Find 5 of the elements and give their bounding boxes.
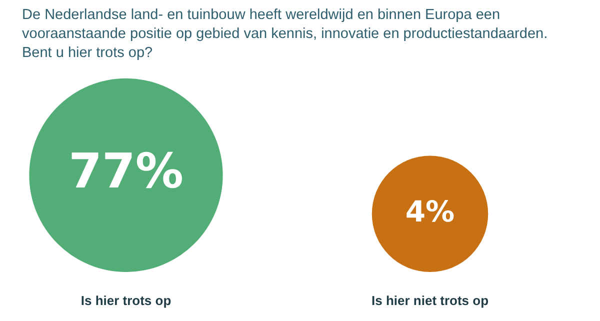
text: De Nederlandse land- en tuinbouw heeft wereldwijd en binnen Europa een vooraanstaande positie op gebied van kennis, innovatie en productiestandaarden. Bent u hier trots op?	[22, 6, 549, 63]
category-label: Is hier niet trots op	[371, 293, 489, 308]
category-label: Is hier trots op	[80, 293, 172, 308]
data-label: 4%	[405, 194, 455, 228]
data-label: 77%	[68, 144, 184, 200]
